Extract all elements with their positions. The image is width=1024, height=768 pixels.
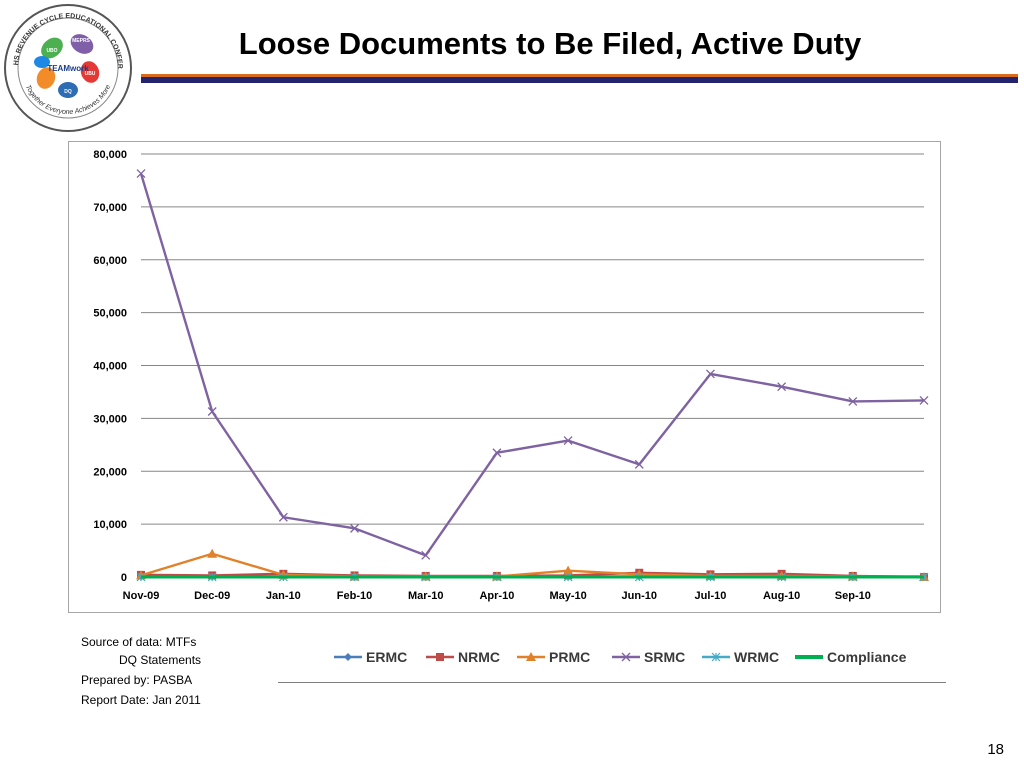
y-tick-label: 20,000 <box>93 466 127 478</box>
line-chart: 0 10,000 20,000 30,000 40,000 50,000 60,000 70,… <box>93 149 929 602</box>
legend-item-srmc: SRMC <box>612 649 685 665</box>
y-tick-label: 80,000 <box>93 149 127 161</box>
logo-segment-meprs: MEPRS <box>72 38 90 44</box>
data-point-srmc <box>492 448 502 458</box>
logo-hands <box>34 34 100 98</box>
y-tick-label: 40,000 <box>93 361 127 373</box>
x-tick-label: Apr-10 <box>479 590 514 602</box>
y-tick-label: 60,000 <box>93 255 127 267</box>
legend-marker-nrmc <box>436 653 444 661</box>
data-point-prmc <box>563 565 574 575</box>
legend-item-nrmc: NRMC <box>426 649 500 665</box>
x-tick-label: Mar-10 <box>408 590 443 602</box>
x-tick-label: Feb-10 <box>337 590 372 602</box>
legend-label-prmc: PRMC <box>549 649 590 665</box>
data-point-srmc <box>777 382 787 392</box>
x-tick-label: Jul-10 <box>695 590 727 602</box>
chart-legend: ERMC NRMC PRMC SRMC WRMC Compliance <box>334 649 907 665</box>
legend-label-wrmc: WRMC <box>734 649 779 665</box>
legend-marker-ermc <box>344 653 352 661</box>
data-point-srmc <box>634 459 644 469</box>
y-tick-label: 30,000 <box>93 413 127 425</box>
series-line-srmc <box>139 173 925 557</box>
data-point-srmc <box>207 407 217 416</box>
logo-segment-dq: DQ <box>64 89 72 95</box>
data-point-srmc <box>919 395 929 405</box>
title-rule-navy <box>141 77 1018 83</box>
x-tick-label: Jan-10 <box>266 590 301 602</box>
y-tick-label: 50,000 <box>93 308 127 320</box>
report-date: Report Date: Jan 2011 <box>81 693 201 707</box>
data-point-srmc <box>421 550 431 560</box>
chart-area: 0 10,000 20,000 30,000 40,000 50,000 60,000 70,… <box>68 141 941 613</box>
y-tick-label: 0 <box>121 572 127 584</box>
series-srmc <box>136 169 929 560</box>
logo-segment-ubu: UBU <box>85 71 96 77</box>
logo-segment-ubo: UBO <box>46 48 57 54</box>
data-point-srmc <box>563 436 573 446</box>
data-point-srmc <box>705 369 715 379</box>
logo-center-text: TEAMwork <box>47 64 89 73</box>
x-tick-label: Nov-09 <box>123 590 160 602</box>
slide-title: Loose Documents to Be Filed, Active Duty <box>238 26 862 61</box>
data-point-srmc <box>278 512 288 522</box>
x-tick-label: Jun-10 <box>622 590 657 602</box>
y-tick-label: 10,000 <box>93 519 127 531</box>
legend-divider <box>278 682 946 683</box>
x-tick-label: Aug-10 <box>763 590 800 602</box>
legend-marker-srmc <box>621 652 631 662</box>
title-rule-orange <box>141 74 1018 77</box>
data-point-srmc <box>848 396 858 406</box>
legend-label-compliance: Compliance <box>827 649 907 665</box>
legend-item-ermc: ERMC <box>334 649 407 665</box>
legend-label-ermc: ERMC <box>366 649 407 665</box>
legend-label-nrmc: NRMC <box>458 649 500 665</box>
legend-item-prmc: PRMC <box>517 649 590 665</box>
x-tick-label: Sep-10 <box>835 590 871 602</box>
y-tick-label: 70,000 <box>93 202 127 214</box>
source-line-1: Source of data: MTFs <box>81 635 197 649</box>
conference-logo: 2011 MHS REVENUE CYCLE EDUCATIONAL CONFE… <box>2 2 132 132</box>
legend-marker-prmc <box>526 652 536 661</box>
legend-item-compliance: Compliance <box>795 649 907 665</box>
page-number: 18 <box>987 741 1004 758</box>
x-tick-label: May-10 <box>549 590 586 602</box>
data-point-srmc <box>136 169 146 179</box>
prepared-by: Prepared by: PASBA <box>81 673 193 687</box>
data-point-srmc <box>350 523 360 533</box>
series-nrmc <box>137 568 928 581</box>
x-tick-label: Dec-09 <box>194 590 230 602</box>
source-line-2: DQ Statements <box>119 653 202 667</box>
legend-marker-wrmc <box>711 652 721 662</box>
legend-item-wrmc: WRMC <box>702 649 779 665</box>
legend-label-srmc: SRMC <box>644 649 685 665</box>
data-point-prmc <box>207 548 218 558</box>
